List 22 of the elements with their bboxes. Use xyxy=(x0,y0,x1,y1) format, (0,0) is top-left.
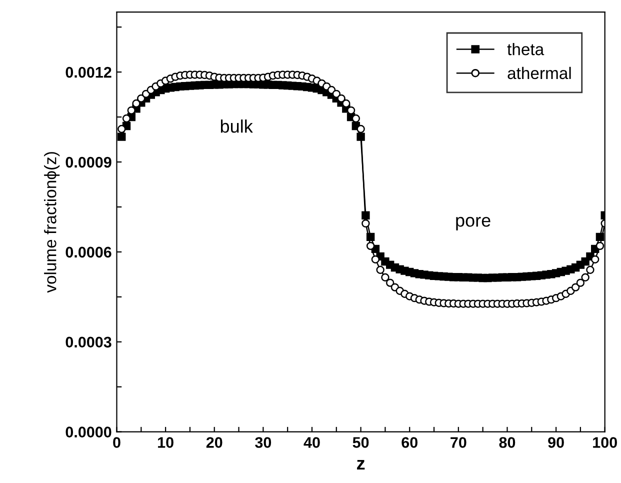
y-tick-label: 0.0012 xyxy=(66,66,112,78)
x-tick-label: 0 xyxy=(113,437,120,448)
x-tick-label: 60 xyxy=(402,437,418,448)
x-tick-label: 50 xyxy=(352,437,369,448)
x-tick-label: 30 xyxy=(255,437,272,448)
y-tick-label: 0.0003 xyxy=(66,336,112,348)
x-tick-label: 90 xyxy=(548,437,564,448)
x-tick-label: 20 xyxy=(206,437,222,448)
y-tick-label: 0.0006 xyxy=(66,246,112,258)
x-tick-label: 70 xyxy=(450,437,466,448)
y-axis-title: volume fractionϕ(z) xyxy=(44,152,60,293)
y-tick-label: 0.0000 xyxy=(66,426,112,438)
annotation: pore xyxy=(456,216,490,230)
x-axis-title: z xyxy=(357,460,365,470)
legend-label: athermal xyxy=(508,66,571,80)
x-tick-label: 100 xyxy=(593,437,617,448)
x-tick-label: 40 xyxy=(304,437,320,448)
annotation: bulk xyxy=(220,120,253,133)
x-tick-label: 10 xyxy=(158,437,174,448)
x-tick-label: 80 xyxy=(499,437,516,448)
y-tick-label: 0.0009 xyxy=(66,156,112,168)
legend-label: theta xyxy=(507,43,544,56)
